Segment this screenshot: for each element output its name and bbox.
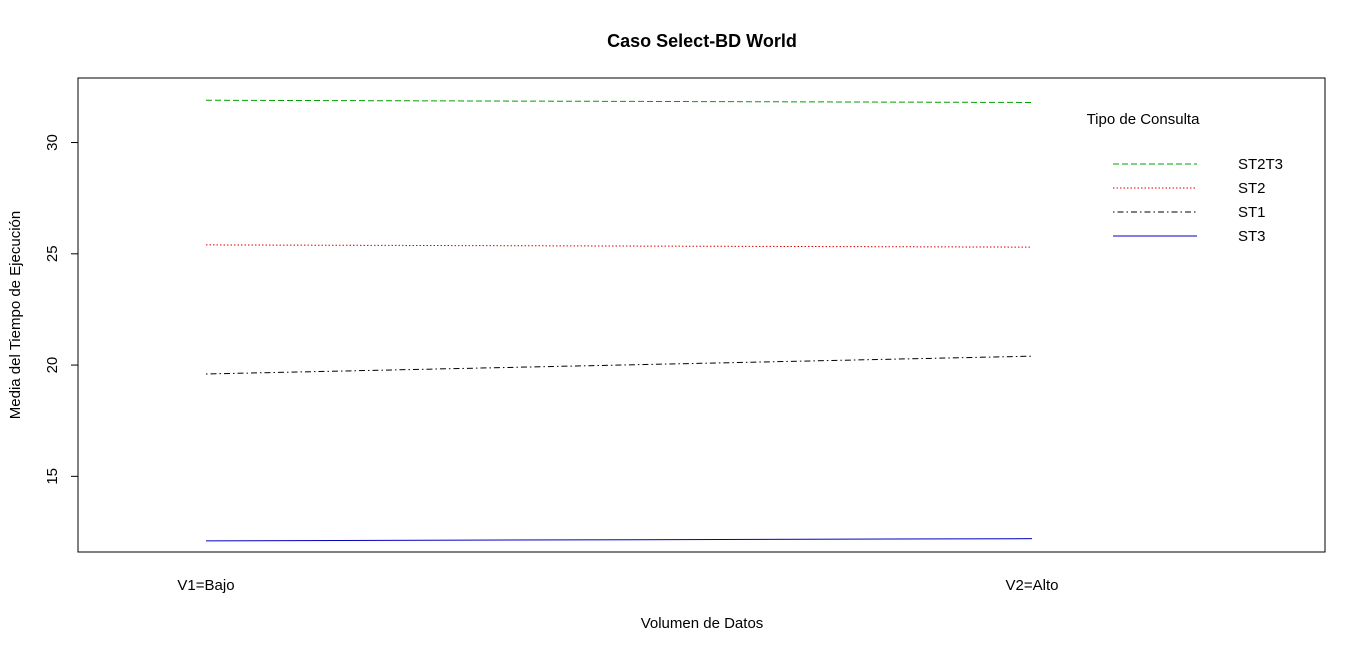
legend-title: Tipo de Consulta: [1087, 111, 1201, 128]
series-line-st3: [205, 538, 1033, 542]
x-axis-label: Volumen de Datos: [641, 615, 764, 632]
y-axis-label: Media del Tiempo de Ejecución: [7, 211, 24, 419]
legend-label-st2: ST2: [1238, 180, 1266, 197]
plot-area: [77, 77, 1326, 553]
x-tick-label: V1=Bajo: [177, 577, 234, 594]
y-tick-label: 30: [44, 134, 61, 151]
series-line-st1: [205, 355, 1033, 375]
series-lines: [205, 99, 1033, 542]
series-line-st2: [205, 244, 1033, 248]
legend-label-st1: ST1: [1238, 204, 1266, 221]
y-tick-label: 15: [44, 468, 61, 485]
y-tick-label: 25: [44, 245, 61, 262]
y-axis: 15 20 25 30: [44, 134, 79, 485]
chart-title: Caso Select-BD World: [607, 31, 797, 51]
y-tick-label: 20: [44, 357, 61, 374]
legend-label-st2t3: ST2T3: [1238, 156, 1283, 173]
legend-label-st3: ST3: [1238, 228, 1266, 245]
x-tick-label: V2=Alto: [1006, 577, 1059, 594]
series-line-st2t3: [205, 99, 1033, 103]
x-axis: V1=Bajo V2=Alto: [177, 577, 1058, 594]
legend: Tipo de Consulta ST2T3 ST2 ST1 ST3: [1087, 111, 1283, 245]
